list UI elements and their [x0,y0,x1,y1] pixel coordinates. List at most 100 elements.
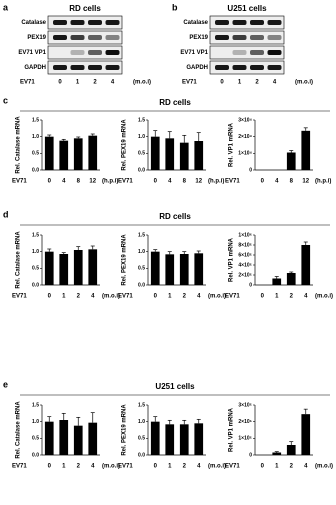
x-tick-label: 12 [89,179,96,185]
blot-strip [209,15,285,30]
lane: 0 [220,80,224,86]
bar [301,245,311,285]
y-tick-label: 0.5 [32,151,39,157]
blot-strip [209,60,285,75]
bar [179,254,189,285]
y-tick-label: 3×10⁵ [238,402,252,408]
y-axis-label: Rel. Catalase mRNA [16,116,22,174]
y-tick-label: 4×10⁵ [238,262,252,268]
y-tick-label: 3×10⁴ [238,117,252,123]
bar [44,421,54,455]
y-tick-label: 1.5 [32,402,39,408]
x-tick-label: 4 [62,179,66,185]
bar [194,141,204,170]
band [88,65,102,70]
lane: 1 [238,80,242,86]
band [232,35,247,40]
blot-row-label: PEX19 [189,35,208,41]
band [267,35,282,40]
x-tick-label: 2 [290,294,294,300]
bar [286,445,296,455]
bar [150,136,160,170]
bar [165,424,175,455]
y-tick-label: 0.0 [32,452,39,458]
y-axis-label: Rel. VP1 mRNA [229,237,235,282]
x-tick-label: 0 [154,179,158,185]
bar [59,254,69,285]
x-unit: (m.o.i) [102,464,120,470]
band [105,65,120,70]
x-tick-label: 0 [48,179,52,185]
band [250,65,264,70]
band [105,50,120,55]
blot-strip [47,15,123,30]
band [88,35,102,40]
bar [44,136,54,170]
x-tick-label: 8 [290,179,294,185]
bar [286,152,296,170]
x-tick-label: 1 [275,464,279,470]
bar [272,278,282,285]
y-tick-label: 2×10⁵ [238,419,252,425]
panel-letter: b [172,2,178,12]
bar [59,420,69,455]
blot-row-label: GAPDH [24,65,46,71]
band [88,20,102,25]
x-tick-label: 2 [77,464,81,470]
bar [179,424,189,455]
x-tick-label: 0 [154,294,158,300]
y-tick-label: 0.5 [32,436,39,442]
lane-label: EV71 [182,80,197,86]
y-tick-label: 1.5 [138,232,145,238]
band [70,50,85,55]
blot-strip [209,45,285,60]
x-unit: (m.o.i) [208,464,226,470]
blot-title: RD cells [69,4,101,13]
x-axis-label: EV71 [12,464,27,470]
band [88,50,102,55]
band [215,65,229,70]
band [70,20,85,25]
x-tick-label: 1 [168,294,172,300]
y-tick-label: 1.0 [32,419,39,425]
panel-title: RD cells [159,98,191,107]
y-tick-label: 0 [249,167,252,173]
band [70,65,85,70]
y-tick-label: 1.0 [32,134,39,140]
blot-row-label: GAPDH [186,65,208,71]
panel-letter: a [3,2,9,12]
panel-title: RD cells [159,212,191,221]
blot-strip [209,30,285,45]
y-tick-label: 0.5 [138,151,145,157]
y-axis-label: Rel. PEX19 mRNA [122,234,128,286]
x-tick-label: 2 [183,294,187,300]
panel-letter: e [3,379,8,389]
x-tick-label: 4 [197,464,201,470]
lane: 4 [111,80,115,86]
x-tick-label: 0 [261,294,265,300]
x-unit: (m.o.i) [208,294,226,300]
y-tick-label: 1.0 [138,134,145,140]
band [232,20,247,25]
y-tick-label: 1.5 [138,117,145,123]
lane-unit: (m.o.i) [133,80,151,86]
bar [165,254,175,285]
panel-title: U251 cells [155,382,195,391]
y-tick-label: 1.0 [138,249,145,255]
y-axis-label: Rel. PEX19 mRNA [122,404,128,456]
x-axis-label: EV71 [12,294,27,300]
x-tick-label: 4 [91,464,95,470]
band [215,20,229,25]
x-tick-label: 0 [261,464,265,470]
x-tick-label: 12 [302,179,309,185]
x-tick-label: 1 [62,464,66,470]
bar [150,251,160,285]
y-axis-label: Rel. Catalase mRNA [16,401,22,459]
lane: 2 [93,80,97,86]
panel-letter: c [3,95,8,105]
band [70,35,85,40]
bar [301,414,311,455]
y-tick-label: 1.5 [138,402,145,408]
x-tick-label: 1 [275,294,279,300]
